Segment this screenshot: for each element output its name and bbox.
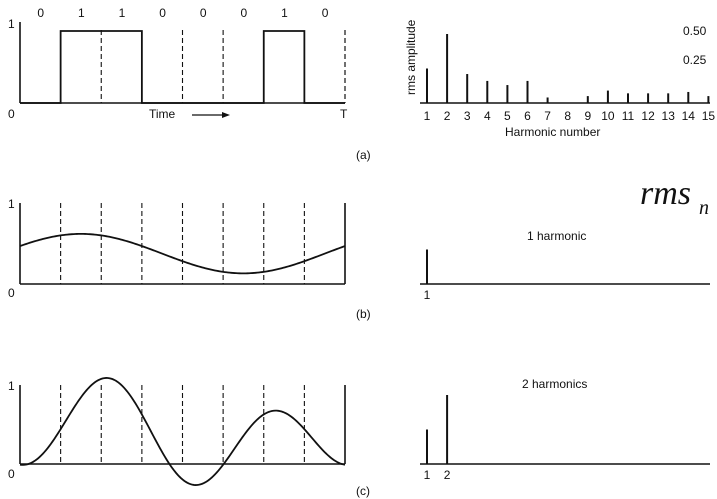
harmonic-number-label: 9 — [584, 109, 591, 123]
spectrum-c-title: 2 harmonics — [522, 377, 587, 391]
harmonic-number-label: 6 — [524, 109, 531, 123]
harmonic-number-labels: 1 2 3 4 5 6 7 8 9 10 11 12 13 14 15 — [424, 109, 716, 123]
harmonic-number-label: 2 — [444, 109, 451, 123]
harmonic-number-labels: 1 — [424, 288, 431, 302]
panel-a-y-zero-label: 0 — [8, 107, 15, 121]
panel-a-x-end-label: T — [340, 107, 348, 121]
harmonic-number-label: 1 — [424, 109, 431, 123]
panel-a-caption: (a) — [356, 148, 371, 162]
panel-b-y-top-label: 1 — [8, 197, 15, 211]
harmonic-number-label: 11 — [622, 109, 635, 123]
harmonic-number-label: 12 — [641, 109, 655, 123]
harmonic-number-label: 7 — [544, 109, 551, 123]
panel-c-caption: (c) — [356, 484, 370, 498]
harmonic-number-label: 13 — [662, 109, 676, 123]
spectrum-b-title: 1 harmonic — [527, 229, 586, 243]
one-harmonic-approximation-curve — [19, 232, 346, 275]
bit-pulse-waveform — [20, 30, 345, 104]
bit-label: 0 — [322, 6, 329, 20]
bit-label: 1 — [281, 6, 288, 20]
harmonic-number-label: 15 — [702, 109, 716, 123]
harmonic-number-label: 5 — [504, 109, 511, 123]
harmonic-number-label: 1 — [424, 468, 431, 482]
bit-boundaries — [60, 385, 305, 464]
rms-heading: rms n — [640, 175, 709, 219]
spectrum-bars — [426, 34, 710, 103]
harmonic-number-label: 8 — [564, 109, 571, 123]
bit-label: 1 — [78, 6, 85, 20]
two-harmonic-approximation-curve — [19, 377, 346, 486]
bit-label: 0 — [159, 6, 166, 20]
rms-heading-main: rms — [640, 175, 691, 212]
harmonic-number-label: 2 — [444, 468, 451, 482]
bit-label: 0 — [37, 6, 44, 20]
panel-b-y-zero-label: 0 — [8, 286, 15, 300]
spectrum-tick-upper: 0.50 — [683, 24, 707, 38]
panel-b-waveform: 1 0 (b) — [8, 197, 371, 321]
harmonic-number-label: 1 — [424, 288, 431, 302]
rms-heading-subscript: n — [699, 197, 709, 219]
spectrum-bars — [426, 395, 449, 464]
bit-label: 1 — [119, 6, 126, 20]
bit-labels: 0 1 1 0 0 0 1 0 — [37, 6, 328, 20]
spectrum-y-axis-label: rms amplitude — [404, 19, 418, 95]
panel-c-y-zero-label: 0 — [8, 467, 15, 481]
panel-a-y-top-label: 1 — [8, 17, 15, 31]
spectrum-tick-lower: 0.25 — [683, 53, 707, 67]
bit-boundaries — [60, 203, 305, 284]
harmonic-number-label: 14 — [682, 109, 696, 123]
bit-label: 0 — [240, 6, 247, 20]
spectrum-x-axis-label: Harmonic number — [505, 125, 600, 139]
harmonic-number-label: 10 — [601, 109, 615, 123]
time-arrow-icon — [192, 112, 230, 118]
panel-c-y-top-label: 1 — [8, 379, 15, 393]
harmonic-number-label: 4 — [484, 109, 491, 123]
panel-c-waveform: 1 0 (c) — [8, 377, 370, 498]
spectrum-b-chart: 1 harmonic 1 — [420, 229, 710, 302]
harmonic-number-label: 3 — [464, 109, 471, 123]
time-label: Time — [149, 107, 176, 121]
panel-b-caption: (b) — [356, 307, 371, 321]
bit-boundaries — [100, 30, 224, 103]
spectrum-a-chart: rms amplitude 0.50 0.25 1 2 3 4 5 6 7 8 9 10 11 12 1… — [404, 19, 715, 139]
bit-label: 0 — [200, 6, 207, 20]
panel-a-waveform: 0 1 1 0 0 0 1 0 1 0 Time T (a) — [8, 6, 371, 162]
